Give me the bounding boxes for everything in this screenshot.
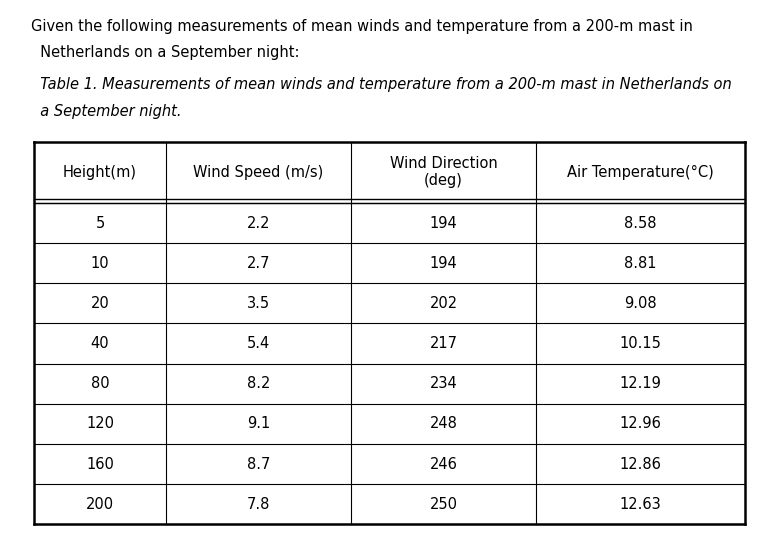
- Text: 200: 200: [86, 497, 114, 512]
- Text: 40: 40: [90, 336, 110, 351]
- Text: Wind Speed (m/s): Wind Speed (m/s): [193, 164, 323, 180]
- Text: 217: 217: [430, 336, 457, 351]
- Text: 248: 248: [430, 417, 457, 431]
- Text: 250: 250: [430, 497, 457, 512]
- Text: a September night.: a September night.: [31, 104, 181, 119]
- Text: 194: 194: [430, 256, 457, 271]
- Text: 7.8: 7.8: [247, 497, 270, 512]
- Text: 2.7: 2.7: [247, 256, 270, 271]
- Text: 5.4: 5.4: [247, 336, 270, 351]
- Text: 8.2: 8.2: [247, 376, 270, 391]
- Text: 12.63: 12.63: [620, 497, 661, 512]
- Text: 12.86: 12.86: [620, 457, 661, 472]
- Text: 2.2: 2.2: [247, 216, 270, 231]
- Text: Table 1. Measurements of mean winds and temperature from a 200-m mast in Netherl: Table 1. Measurements of mean winds and …: [31, 77, 732, 92]
- Text: 12.19: 12.19: [620, 376, 661, 391]
- Text: 8.7: 8.7: [247, 457, 270, 472]
- Text: 194: 194: [430, 216, 457, 231]
- Text: 160: 160: [86, 457, 114, 472]
- Text: 10.15: 10.15: [620, 336, 661, 351]
- Text: Height(m): Height(m): [63, 164, 137, 180]
- Text: 234: 234: [430, 376, 457, 391]
- Text: Netherlands on a September night:: Netherlands on a September night:: [31, 45, 300, 60]
- Text: 12.96: 12.96: [620, 417, 661, 431]
- Text: 9.08: 9.08: [624, 296, 656, 311]
- Text: 3.5: 3.5: [247, 296, 270, 311]
- Text: 8.58: 8.58: [624, 216, 656, 231]
- Text: 120: 120: [86, 417, 114, 431]
- Text: 10: 10: [90, 256, 110, 271]
- Text: 202: 202: [430, 296, 457, 311]
- Text: 9.1: 9.1: [247, 417, 270, 431]
- Text: 246: 246: [430, 457, 457, 472]
- Text: 20: 20: [90, 296, 110, 311]
- Text: 8.81: 8.81: [624, 256, 656, 271]
- Text: 80: 80: [90, 376, 110, 391]
- Text: Given the following measurements of mean winds and temperature from a 200-m mast: Given the following measurements of mean…: [31, 19, 692, 34]
- Text: Wind Direction
(deg): Wind Direction (deg): [390, 156, 497, 189]
- Text: 5: 5: [96, 216, 105, 231]
- Text: Air Temperature(°C): Air Temperature(°C): [567, 164, 714, 180]
